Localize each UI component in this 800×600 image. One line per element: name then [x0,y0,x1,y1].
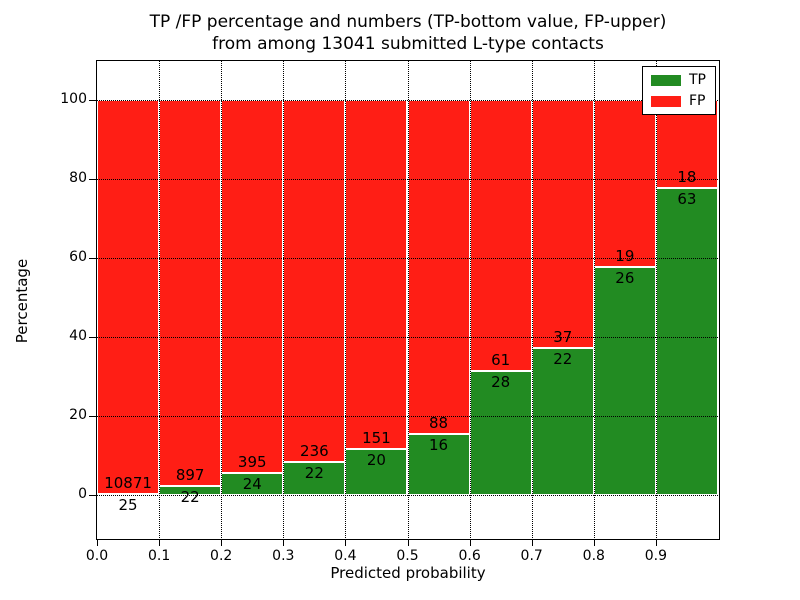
h-gridline [97,99,718,101]
x-tick-label: 0.3 [272,548,295,564]
x-tick-mark [655,539,657,546]
bar-tp-segment [593,266,656,496]
tp-count-label: 22 [553,349,573,368]
y-tick-label: 40 [69,328,87,345]
v-gridline [531,61,533,538]
x-axis-label: Predicted probability [330,564,486,582]
tp-count-label: 24 [242,474,262,493]
legend-item-fp: FP [651,94,706,108]
tp-count-label: 22 [180,487,200,506]
y-tick-mark [89,416,96,418]
h-gridline [97,257,718,259]
x-tick-label: 0.2 [210,548,233,564]
y-tick-mark [89,495,96,497]
fp-count-label: 151 [362,429,391,448]
x-tick-mark [407,539,409,546]
h-gridline [97,495,718,497]
v-gridline [345,61,347,538]
plot-inner: 10871 25 897 22 395 24 236 22 151 20 88 16 61 28 37 22 1… [60,61,718,564]
v-gridline [469,61,471,538]
v-gridline [221,61,223,538]
fp-count-label: 18 [677,167,697,186]
fp-count-label: 236 [300,441,329,460]
chart-title-line1: TP /FP percentage and numbers (TP-bottom… [149,12,667,32]
tp-count-label: 20 [366,451,386,470]
x-tick-label: 0.7 [520,548,543,564]
tp-count-label: 63 [677,189,697,208]
y-tick-mark [89,99,96,101]
bar-fp-segment [345,99,408,449]
legend-item-tp: TP [651,73,706,87]
bar-fp-segment [407,99,470,435]
v-gridline [159,61,161,538]
bar-tp-segment [407,434,470,496]
bar-fp-segment [97,99,160,495]
bar-fp-segment [469,99,532,371]
x-tick-mark [97,539,98,546]
y-tick-label: 20 [69,407,87,424]
tp-count-label: 26 [615,268,635,287]
y-tick-label: 0 [78,486,87,503]
v-gridline [283,61,285,538]
x-tick-mark [345,539,347,546]
y-tick-mark [89,257,96,259]
x-tick-label: 0.8 [582,548,605,564]
bar-tp-segment [469,370,532,496]
chart-title-line2: from among 13041 submitted L-type contac… [212,34,604,54]
tp-count-label: 25 [118,496,138,515]
legend-label-tp: TP [689,72,706,88]
h-gridline [97,337,718,339]
fp-count-label: 61 [491,350,511,369]
x-tick-label: 0.0 [85,548,109,564]
x-tick-label: 0.6 [458,548,481,564]
x-tick-mark [531,539,533,546]
bar-fp-segment [283,99,346,462]
y-tick-mark [89,178,96,180]
y-axis-label: Percentage [13,258,31,344]
tp-swatch-icon [651,74,681,86]
bar-tp-segment [345,449,408,496]
y-tick-mark [89,337,96,339]
legend: TP FP [642,66,716,115]
x-tick-label: 0.5 [396,548,419,564]
bar-tp-segment [531,347,594,496]
y-tick-label: 100 [60,90,87,107]
x-tick-mark [593,539,595,546]
fp-count-label: 897 [175,465,205,484]
tp-count-label: 16 [429,436,449,455]
x-tick-mark [469,539,471,546]
fp-swatch-icon [651,95,681,107]
h-gridline [97,416,718,418]
tp-count-label: 28 [491,372,511,391]
fp-count-label: 10871 [104,474,152,493]
bar-fp-segment [159,99,222,486]
x-tick-label: 0.1 [147,548,171,564]
x-tick-mark [221,539,223,546]
bar-tp-segment [655,187,718,496]
chart-title: TP /FP percentage and numbers (TP-bottom… [96,11,720,55]
plot-area: 10871 25 897 22 395 24 236 22 151 20 88 16 61 28 37 22 1… [60,60,720,564]
x-tick-label: 0.4 [334,548,357,564]
v-gridline [407,61,409,538]
bar-tp-segment [283,461,346,496]
x-tick-label: 0.9 [644,548,668,564]
y-tick-label: 60 [69,248,87,265]
tp-count-label: 22 [304,463,324,482]
x-tick-mark [283,539,285,546]
fp-count-label: 88 [429,414,449,433]
bar-fp-segment [593,99,656,267]
legend-label-fp: FP [689,93,706,109]
v-gridline [593,61,595,538]
y-tick-label: 80 [69,169,87,186]
fp-count-label: 19 [615,246,635,265]
x-tick-mark [159,539,161,546]
bar-fp-segment [221,99,284,473]
bar-fp-segment [531,99,594,348]
fp-count-label: 395 [237,452,267,471]
v-gridline [655,61,657,538]
h-gridline [97,178,718,180]
fp-count-label: 37 [553,327,573,346]
